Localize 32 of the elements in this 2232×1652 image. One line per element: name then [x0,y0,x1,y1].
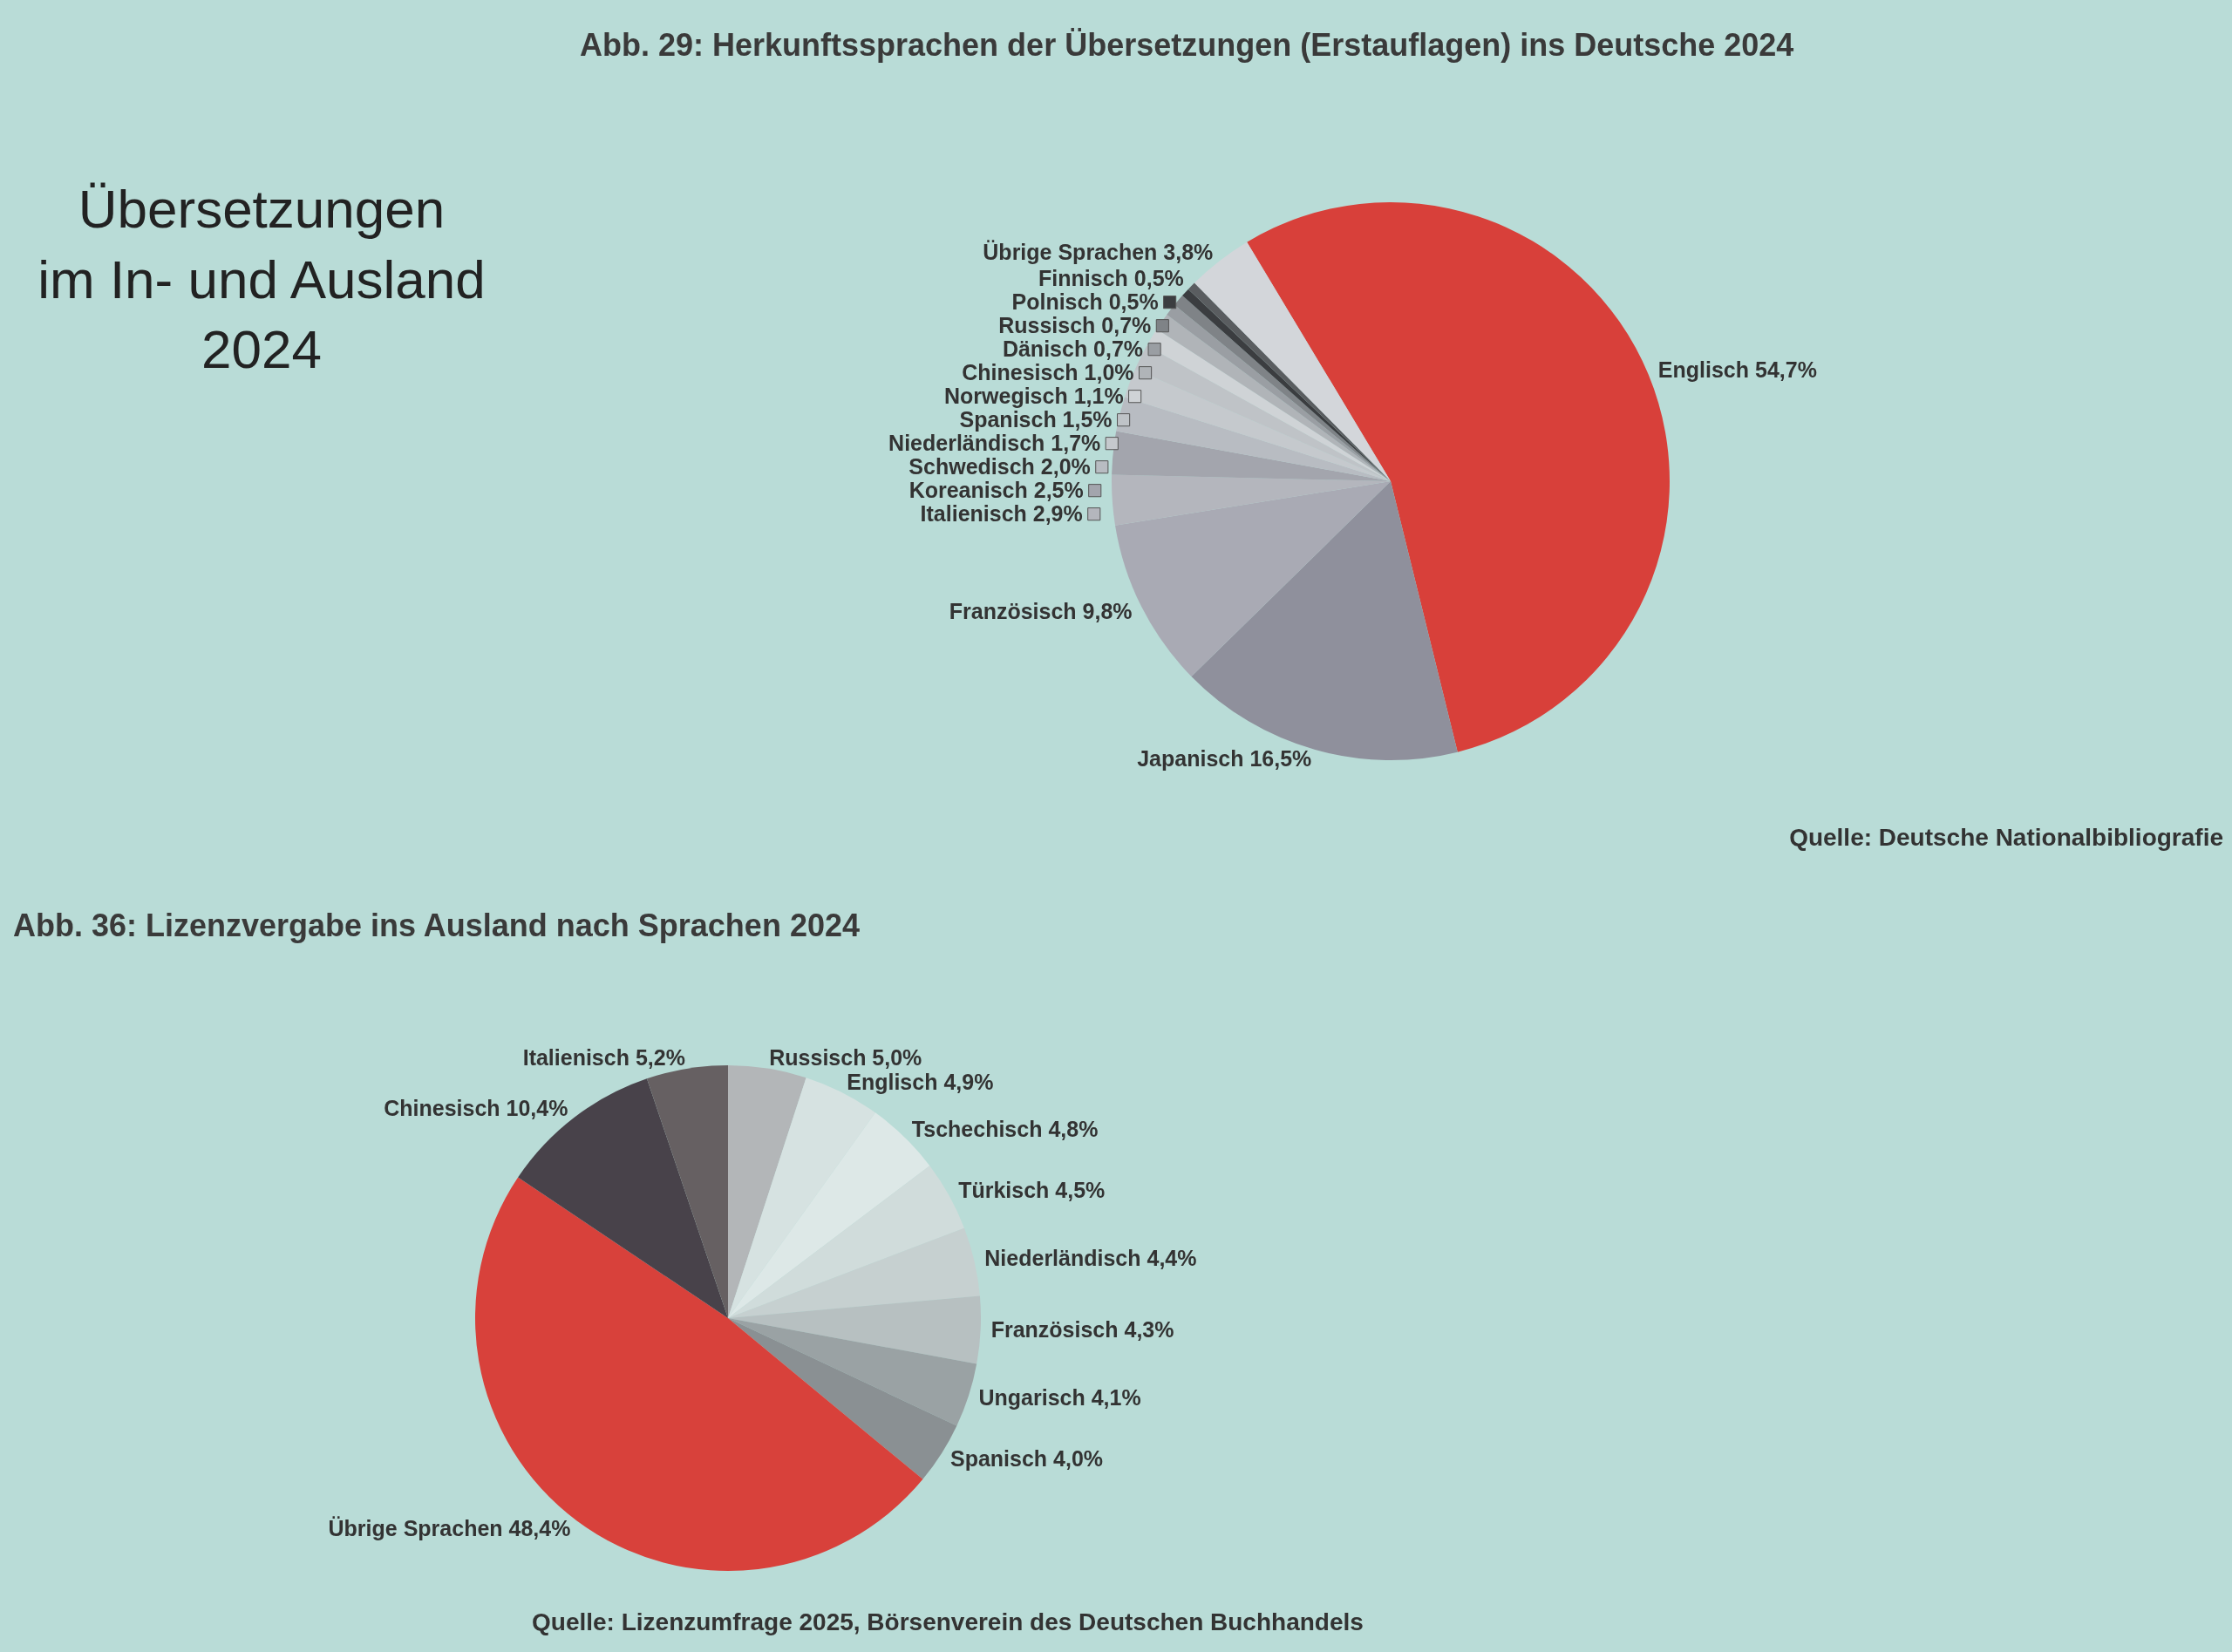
slice-label: Französisch 4,3% [990,1317,1174,1343]
slice-label: Türkisch 4,5% [958,1177,1106,1202]
source-note: Quelle: Lizenzumfrage 2025, Börsenverein des Deutschen Buchhandels [532,1608,1364,1636]
slice-label: Englisch 54,7% [1657,357,1817,383]
legend-label: Italienisch 2,9% [920,500,1083,526]
slice-label: Französisch 9,8% [949,598,1133,623]
slice-label: Ungarisch 4,1% [978,1385,1141,1411]
chart-title: Abb. 36: Lizenzvergabe ins Ausland nach Sprachen 2024 [13,908,860,943]
slice-label: Finnisch 0,5% [1038,265,1184,290]
legend-label: Chinesisch 1,0% [962,359,1134,384]
slice-label: Tschechisch 4,8% [911,1116,1099,1141]
slice-label: Chinesisch 10,4% [384,1096,568,1121]
text: Übersetzungen im In- und Ausland 2024 [37,178,487,382]
slice-label: Spanisch 4,0% [949,1445,1104,1471]
pie-slice [728,1295,981,1364]
source-note: Quelle: Deutsche Nationalbibliografie [1789,824,2223,852]
slice-label: Niederländisch 4,4% [984,1246,1197,1271]
slice-label: Italienisch 5,2% [522,1045,685,1071]
pie-slice [728,1318,977,1426]
legend-label: Schwedisch 2,0% [908,453,1091,479]
slice-label: Übrige Sprachen 3,8% [983,239,1214,264]
slice-label: Japanisch 16,5% [1137,746,1312,772]
slice-label: Englisch 4,9% [847,1070,994,1095]
slice-label: Russisch 5,0% [769,1044,922,1070]
legend-label: Dänisch 0,7% [1002,336,1144,361]
legend-label: Polnisch 0,5% [1011,289,1159,314]
pie-slice [728,1065,806,1318]
chart-title: Abb. 29: Herkunftssprachen der Übersetzungen (Erstauflagen) ins Deutsche 2024 [580,27,1794,63]
legend-label: Norwegisch 1,1% [944,383,1124,408]
slice-label: Übrige Sprachen 48,4% [328,1516,571,1541]
legend-label: Russisch 0,7% [998,312,1152,337]
legend-label: Koreanisch 2,5% [908,477,1084,502]
